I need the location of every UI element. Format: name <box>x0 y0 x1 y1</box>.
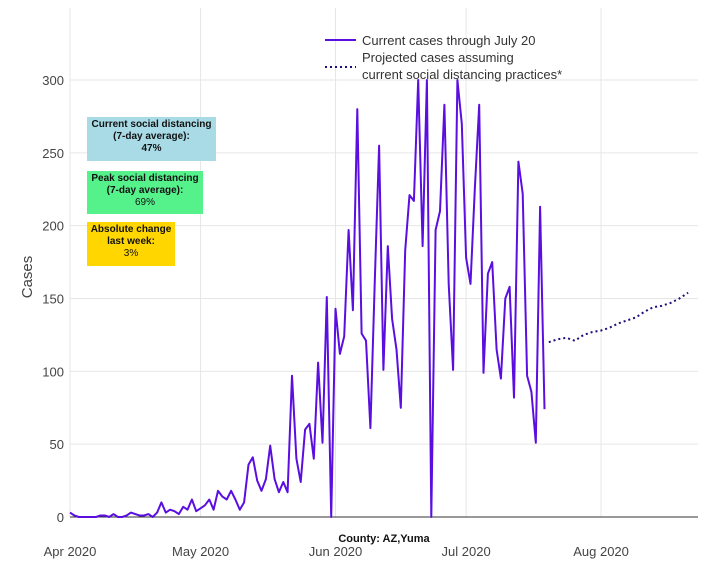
current-box-title-1: Current social distancing <box>91 119 212 130</box>
y-axis-ticks: 0 50 100 150 200 250 300 <box>42 73 64 525</box>
peak-box-title-2: (7-day average): <box>106 185 184 196</box>
x-tick-label: Apr 2020 <box>44 544 97 559</box>
x-tick-label: Jun 2020 <box>309 544 363 559</box>
series-group <box>69 79 689 518</box>
y-axis-label: Cases <box>19 256 36 299</box>
x-axis-ticks: Apr 2020 May 2020 Jun 2020 Jul 2020 Aug 2020 <box>44 544 629 559</box>
peak-social-distancing-box: Peak social distancing (7-day average): … <box>87 171 203 214</box>
current-box-title-2: (7-day average): <box>113 131 190 142</box>
series-projected-cases-line <box>548 291 689 344</box>
change-box-value: 3% <box>123 248 139 259</box>
y-tick-label: 100 <box>42 364 64 379</box>
x-tick-label: May 2020 <box>172 544 229 559</box>
y-tick-label: 200 <box>42 219 64 234</box>
y-tick-label: 300 <box>42 73 64 88</box>
y-tick-label: 150 <box>42 292 64 307</box>
absolute-change-box: Absolute change last week: 3% <box>87 222 175 266</box>
y-tick-label: 250 <box>42 146 64 161</box>
legend-projected-label-2: current social distancing practices* <box>362 67 562 82</box>
peak-box-value: 69% <box>134 197 155 208</box>
chart-title: County: AZ,Yuma <box>338 533 430 545</box>
current-social-distancing-box: Current social distancing (7-day average… <box>87 117 216 161</box>
current-box-value: 47% <box>141 143 162 154</box>
y-tick-label: 0 <box>57 510 64 525</box>
y-tick-label: 50 <box>50 437 64 452</box>
change-box-title-1: Absolute change <box>90 224 172 235</box>
peak-box-title-1: Peak social distancing <box>91 173 199 184</box>
legend: Current cases through July 20 Projected … <box>325 33 562 82</box>
legend-projected-label-1: Projected cases assuming <box>362 50 514 65</box>
legend-current-label: Current cases through July 20 <box>362 33 535 48</box>
series-current-cases-line <box>69 79 546 518</box>
x-tick-label: Jul 2020 <box>442 544 491 559</box>
x-tick-label: Aug 2020 <box>573 544 629 559</box>
change-box-title-2: last week: <box>107 236 155 247</box>
